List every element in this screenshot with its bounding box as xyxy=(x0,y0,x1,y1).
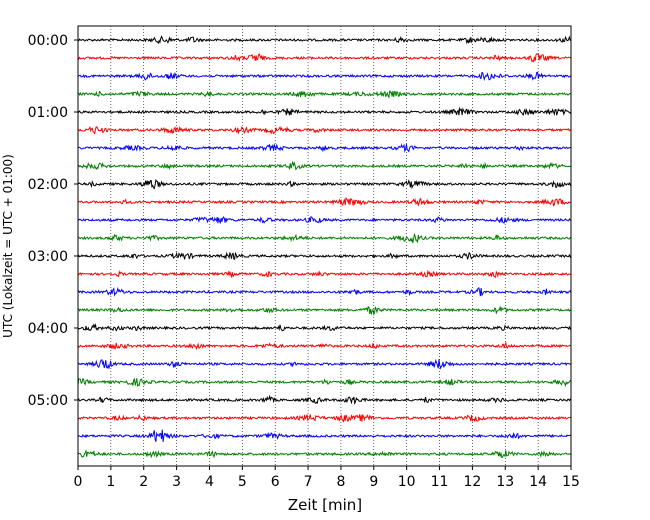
x-tick-label: 14 xyxy=(529,474,547,490)
x-axis-label: Zeit [min] xyxy=(288,496,362,514)
seismogram-trace xyxy=(77,269,572,279)
seismogram-trace xyxy=(77,305,572,316)
seismogram-trace xyxy=(77,143,572,153)
x-tick-label: 13 xyxy=(496,474,514,490)
plot-background xyxy=(78,26,571,466)
seismogram-trace xyxy=(77,215,572,225)
seismogram-trace xyxy=(77,358,572,370)
x-tick-label: 2 xyxy=(139,474,148,490)
y-tick-label: 05:00 xyxy=(28,393,68,409)
seismogram-trace xyxy=(77,160,572,171)
x-tick-label: 3 xyxy=(172,474,181,490)
seismogram-trace xyxy=(77,251,572,261)
seismogram-trace xyxy=(77,323,572,332)
x-tick-label: 9 xyxy=(369,474,378,490)
seismogram-trace xyxy=(77,232,572,244)
seismogram-trace xyxy=(77,413,572,423)
y-tick-label: 00:00 xyxy=(28,33,68,49)
x-tick-label: 12 xyxy=(463,474,481,490)
seismogram-trace xyxy=(77,71,572,81)
x-tick-label: 8 xyxy=(336,474,345,490)
seismogram-trace xyxy=(77,449,572,459)
seismogram-trace xyxy=(77,125,572,135)
seismogram-trace xyxy=(77,394,572,406)
x-tick-label: 10 xyxy=(398,474,416,490)
x-tick-label: 0 xyxy=(74,474,83,490)
x-tick-label: 7 xyxy=(304,474,313,490)
seismogram-trace xyxy=(77,53,572,63)
y-tick-label: 04:00 xyxy=(28,321,68,337)
plot-frame xyxy=(77,25,572,467)
x-tick-label: 4 xyxy=(205,474,214,490)
x-tick-label: 11 xyxy=(431,474,449,490)
seismogram-trace xyxy=(77,286,572,297)
seismogram-trace xyxy=(77,90,572,99)
seismogram-trace xyxy=(77,341,572,351)
x-tick-label: 15 xyxy=(562,474,580,490)
seismogram-trace xyxy=(77,429,572,442)
seismogram-trace xyxy=(77,378,572,388)
y-tick-label: 01:00 xyxy=(28,105,68,121)
seismogram-trace xyxy=(77,197,572,207)
x-tick-label: 6 xyxy=(271,474,280,490)
seismogram-trace xyxy=(77,178,572,190)
y-axis-label: UTC (Lokalzeit = UTC + 01:00) xyxy=(1,154,15,338)
x-tick-label: 5 xyxy=(238,474,247,490)
seismogram-trace xyxy=(77,35,572,45)
y-tick-label: 02:00 xyxy=(28,177,68,193)
y-axis-ticks: 00:00 01:00 02:00 03:00 04:00 05:00 xyxy=(28,33,78,409)
seismogram-traces xyxy=(77,35,572,459)
x-axis-ticks: 0 1 2 3 4 5 6 7 8 9 10 11 12 13 14 15 xyxy=(74,466,580,490)
y-tick-label: 03:00 xyxy=(28,249,68,265)
seismogram-trace xyxy=(77,106,572,117)
vertical-grid xyxy=(110,26,539,466)
x-tick-label: 1 xyxy=(106,474,115,490)
